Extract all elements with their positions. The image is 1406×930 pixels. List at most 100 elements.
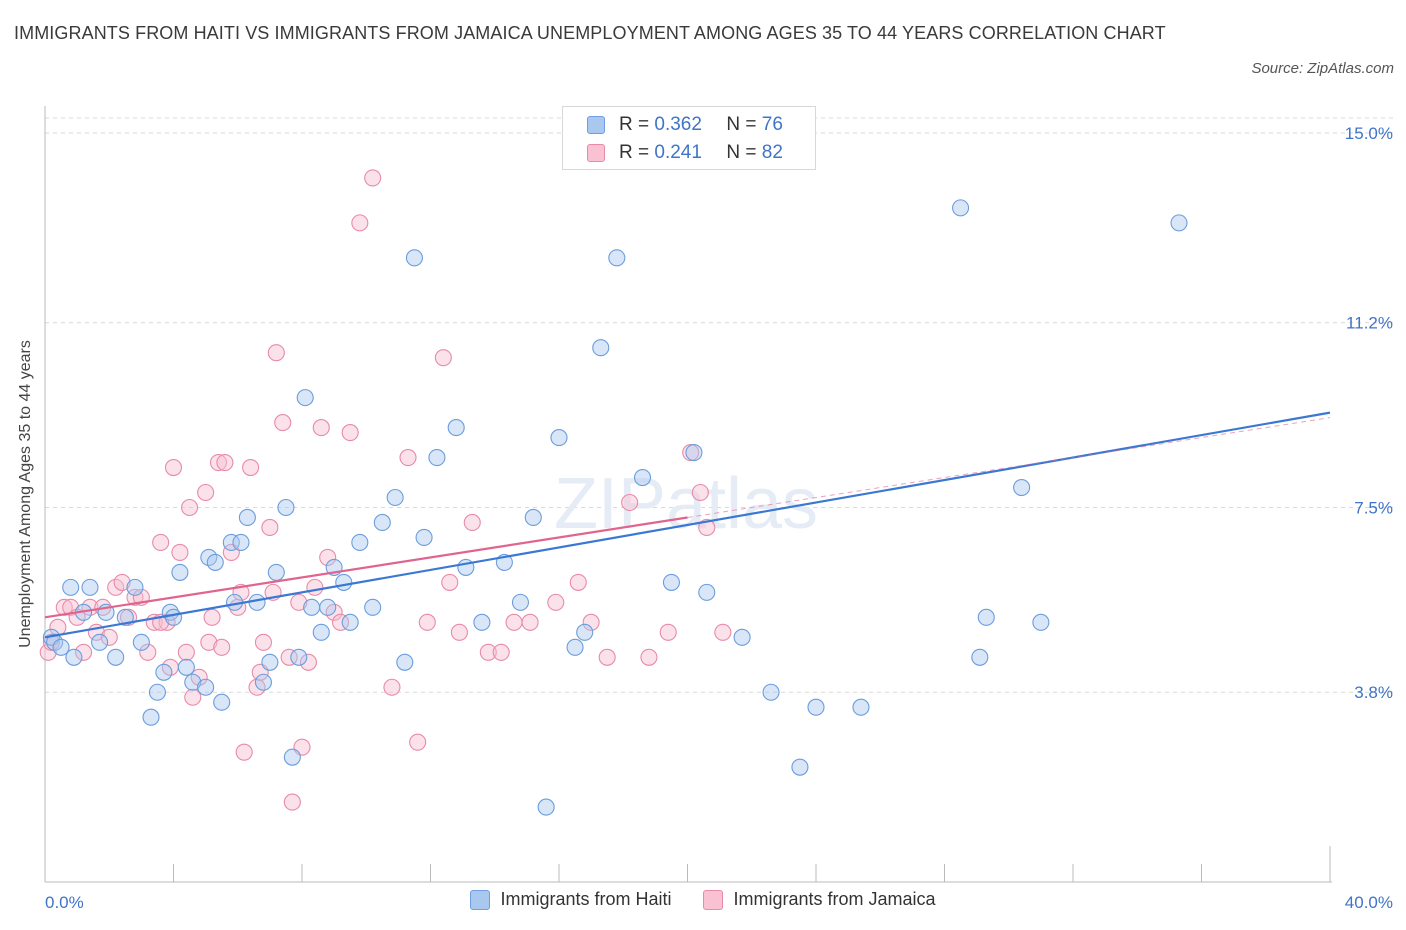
haiti-point xyxy=(1170,214,1188,232)
haiti-point xyxy=(698,583,716,601)
legend-item-haiti: Immigrants from Haiti xyxy=(470,889,671,910)
jamaica-swatch xyxy=(703,889,724,910)
haiti-point xyxy=(807,698,825,716)
jamaica-point xyxy=(364,169,382,187)
legend-row-haiti: R = 0.362 N = 76 xyxy=(587,113,783,137)
jamaica-swatch xyxy=(587,144,605,162)
y-tick-label: 3.8% xyxy=(1354,683,1393,702)
haiti-point xyxy=(733,628,751,646)
haiti-point xyxy=(197,678,215,696)
haiti-point xyxy=(91,633,109,651)
haiti-point xyxy=(52,638,70,656)
n-label: N = xyxy=(726,142,757,163)
jamaica-point xyxy=(75,643,93,661)
jamaica-point xyxy=(280,648,298,666)
haiti-point xyxy=(312,623,330,641)
haiti-point xyxy=(386,488,404,507)
jamaica-point xyxy=(261,518,279,537)
haiti-point xyxy=(1032,613,1050,631)
haiti-point xyxy=(116,608,134,626)
haiti-point xyxy=(303,598,321,616)
source-label: Source: ZipAtlas.com xyxy=(1251,60,1394,77)
haiti-point xyxy=(238,508,256,527)
x-tick-label: 40.0% xyxy=(1345,893,1393,912)
jamaica-point xyxy=(216,453,234,472)
jamaica-point xyxy=(547,593,565,611)
jamaica-point xyxy=(319,548,337,566)
haiti-point xyxy=(405,249,423,267)
jamaica-point xyxy=(505,613,523,631)
jamaica-point xyxy=(492,643,510,661)
n-value-haiti: 76 xyxy=(761,114,783,135)
haiti-point xyxy=(971,648,989,666)
trend-lines xyxy=(44,411,1331,639)
jamaica-point xyxy=(409,733,427,751)
haiti-point xyxy=(126,578,144,596)
jamaica-point xyxy=(274,414,292,432)
jamaica-trend-extension xyxy=(687,417,1331,518)
jamaica-point xyxy=(341,424,359,442)
jamaica-point xyxy=(184,688,202,706)
haiti-point xyxy=(261,653,279,671)
jamaica-point xyxy=(62,598,80,616)
haiti-point xyxy=(107,648,125,666)
y-tick-label: 7.5% xyxy=(1354,498,1393,517)
haiti-point xyxy=(566,638,584,656)
haiti-point xyxy=(232,533,250,551)
series-haiti xyxy=(42,199,1188,816)
jamaica-point xyxy=(254,633,273,651)
haiti-point xyxy=(341,613,359,631)
haiti-point xyxy=(396,653,414,671)
jamaica-point xyxy=(598,648,616,666)
r-value-jamaica: 0.241 xyxy=(654,142,702,163)
haiti-point xyxy=(177,658,195,676)
jamaica-point xyxy=(569,573,587,591)
haiti-point xyxy=(633,468,652,487)
jamaica-point xyxy=(659,623,677,641)
haiti-point xyxy=(685,444,703,462)
haiti-point xyxy=(184,673,202,691)
haiti-point xyxy=(977,608,995,626)
jamaica-point xyxy=(714,623,732,641)
haiti-point xyxy=(213,693,231,711)
haiti-point xyxy=(164,608,183,626)
haiti-point xyxy=(267,563,285,581)
jamaica-point xyxy=(126,588,144,606)
haiti-point xyxy=(254,673,273,691)
r-label: R = xyxy=(619,114,650,135)
haiti-point xyxy=(537,798,555,816)
haiti-point xyxy=(428,449,446,467)
jamaica-point xyxy=(171,543,189,561)
jamaica-point xyxy=(152,533,170,551)
jamaica-point xyxy=(582,613,600,631)
jamaica-point xyxy=(621,493,639,512)
haiti-swatch xyxy=(470,889,491,910)
jamaica-point xyxy=(306,578,324,596)
x-tick-label: 0.0% xyxy=(45,893,84,912)
haiti-point xyxy=(852,698,870,716)
jamaica-point xyxy=(267,344,285,362)
haiti-point xyxy=(335,573,353,591)
jamaica-point xyxy=(383,678,401,696)
series-legend: Immigrants from Haiti Immigrants from Ja… xyxy=(0,889,1406,910)
jamaica-point xyxy=(164,458,183,477)
jamaica-point xyxy=(200,633,218,651)
jamaica-point xyxy=(463,513,481,532)
jamaica-point xyxy=(640,648,658,666)
jamaica-point xyxy=(698,518,716,537)
legend-row-jamaica: R = 0.241 N = 82 xyxy=(587,141,783,165)
jamaica-point xyxy=(450,623,468,641)
haiti-point xyxy=(81,578,99,596)
haiti-point xyxy=(248,593,266,611)
haiti-trend-line xyxy=(44,411,1331,639)
haiti-point xyxy=(762,683,780,701)
haiti-point xyxy=(662,573,680,591)
haiti-point xyxy=(592,339,610,357)
chart-title: IMMIGRANTS FROM HAITI VS IMMIGRANTS FROM… xyxy=(14,23,1166,43)
jamaica-point xyxy=(242,458,260,477)
legend-item-jamaica: Immigrants from Jamaica xyxy=(703,889,936,910)
jamaica-point xyxy=(399,449,417,467)
jamaica-point xyxy=(290,593,308,611)
haiti-swatch xyxy=(587,116,605,134)
haiti-point xyxy=(415,528,433,547)
